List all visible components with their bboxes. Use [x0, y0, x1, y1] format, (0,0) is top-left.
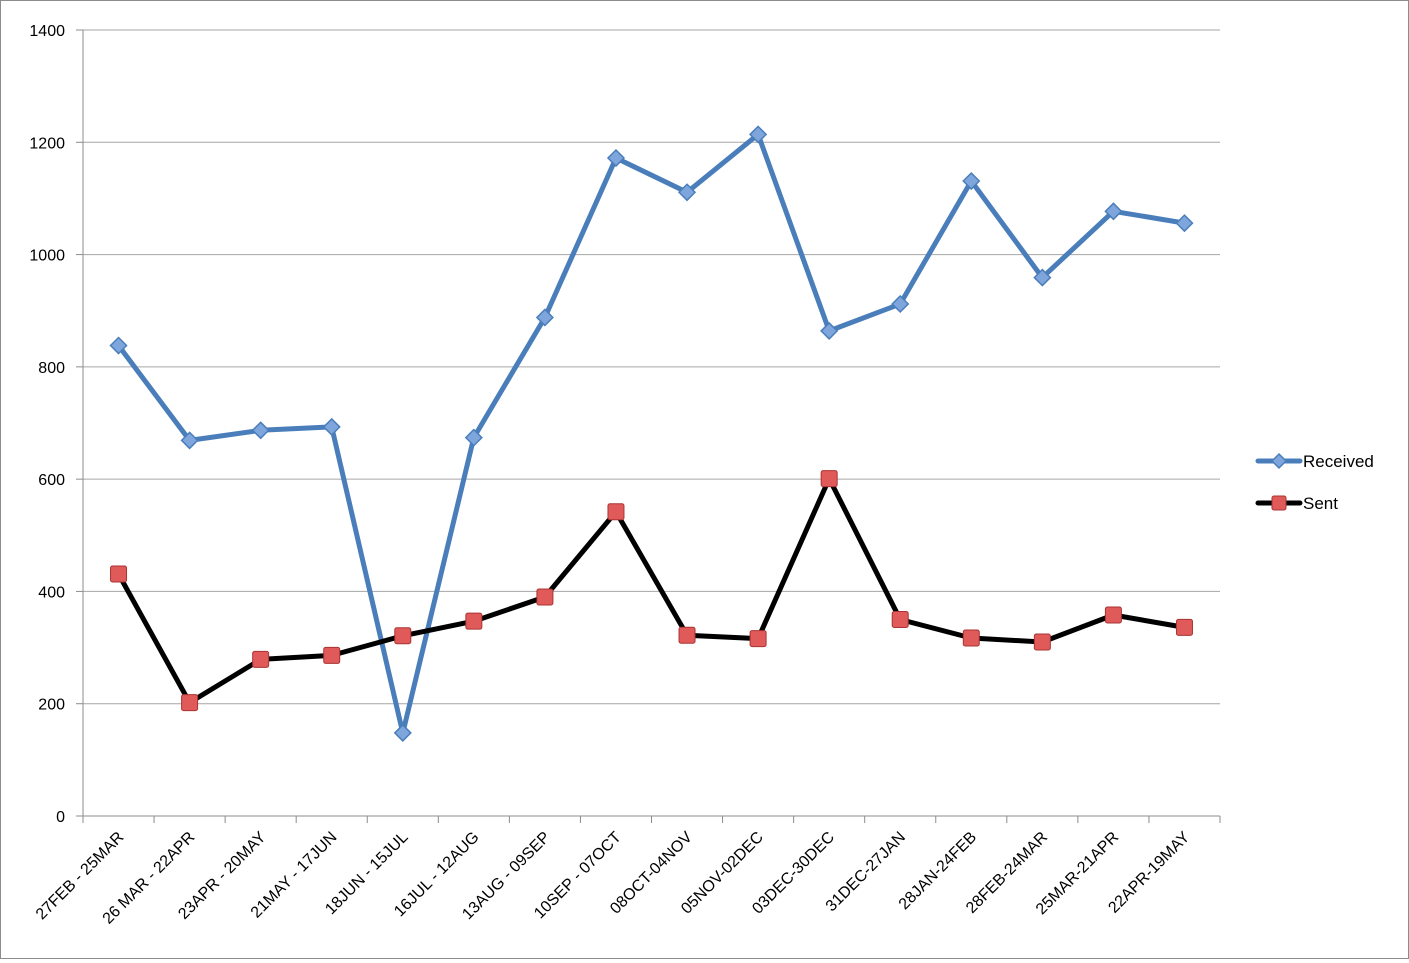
data-point	[1104, 202, 1123, 221]
data-point	[820, 321, 839, 340]
y-tick-label: 1400	[29, 23, 65, 40]
data-point	[749, 630, 767, 648]
data-point	[1033, 633, 1051, 651]
legend-label: Received	[1303, 452, 1374, 471]
legend-label: Sent	[1303, 494, 1338, 513]
data-point	[606, 148, 626, 168]
legend-item-sent: Sent	[1255, 494, 1338, 513]
data-point	[465, 612, 483, 630]
y-tick-label: 800	[38, 360, 65, 377]
data-point	[962, 629, 980, 647]
data-point	[1175, 618, 1193, 636]
data-point	[109, 336, 128, 355]
gridlines	[83, 29, 1220, 705]
series-sent	[110, 470, 1193, 712]
data-point	[820, 470, 838, 488]
data-point	[962, 171, 981, 191]
data-point	[1104, 606, 1122, 624]
y-tick-label: 400	[38, 584, 65, 601]
data-point	[252, 650, 270, 668]
series-group	[109, 125, 1194, 742]
legend-item-received: Received	[1255, 452, 1374, 471]
data-point	[1175, 214, 1194, 233]
data-point	[251, 421, 270, 440]
axes	[82, 30, 1220, 817]
data-point	[678, 626, 696, 644]
data-point	[536, 588, 554, 606]
legend-marker	[1270, 452, 1288, 470]
legend-marker	[1271, 495, 1287, 511]
data-point	[181, 694, 199, 712]
y-tick-label: 1000	[29, 248, 65, 265]
data-point	[749, 125, 768, 144]
series-line	[116, 131, 1187, 736]
data-point	[323, 646, 341, 664]
y-axis-ticks: 0 200 400 600 800 1000 1200 1400	[29, 23, 83, 826]
y-tick-label: 0	[56, 809, 65, 826]
data-point	[607, 503, 625, 521]
data-point	[394, 627, 412, 645]
data-point	[891, 611, 909, 628]
y-tick-label: 200	[38, 697, 65, 714]
y-tick-label: 1200	[29, 135, 65, 152]
series-received	[109, 125, 1194, 742]
data-point	[180, 431, 199, 450]
series-line	[116, 476, 1187, 706]
data-point	[535, 308, 554, 327]
data-point	[891, 294, 910, 314]
data-point	[1033, 268, 1052, 287]
data-point	[110, 565, 128, 583]
legend: Received Sent	[1255, 452, 1374, 513]
data-point	[677, 183, 697, 202]
data-point	[464, 428, 483, 447]
data-point	[322, 417, 341, 436]
data-point	[393, 723, 412, 742]
y-tick-label: 600	[38, 472, 65, 489]
